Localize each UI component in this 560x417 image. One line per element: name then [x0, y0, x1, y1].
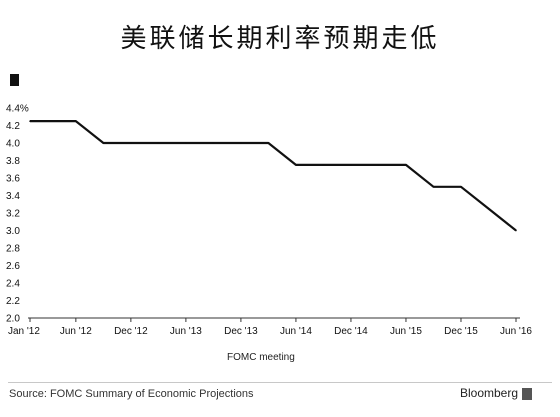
data-point: [487, 207, 490, 210]
data-point: [56, 120, 59, 122]
y-tick-label: 3.8: [6, 156, 20, 167]
series-group: [29, 119, 517, 232]
y-tick-label: 2.8: [6, 244, 20, 255]
legend-marker: [10, 74, 19, 86]
y-tick-label: 2.2: [6, 296, 20, 307]
y-tick-label: 3.6: [6, 174, 20, 185]
y-tick-label: 2.6: [6, 261, 20, 272]
y-tick-label: 2.0: [6, 314, 20, 325]
x-tick-label: Jun '13: [170, 326, 202, 337]
data-point: [515, 229, 517, 232]
data-point: [157, 142, 160, 144]
x-tick-label: Jun '12: [60, 326, 92, 337]
data-point: [350, 164, 352, 166]
data-point: [432, 185, 435, 188]
source-note: Source: FOMC Summary of Economic Project…: [9, 388, 254, 400]
data-point: [130, 142, 132, 144]
data-point: [295, 164, 297, 166]
y-axis-ticks: 2.0 2.2 2.4 2.6 2.8 3.0 3.2 3.4 3.6 3.8 4.0 4.2 4.4%: [6, 104, 29, 325]
data-point: [240, 142, 242, 144]
y-tick-label: 3.4: [6, 191, 20, 202]
bloomberg-logo-icon: [522, 388, 532, 400]
y-tick-label: 3.0: [6, 226, 20, 237]
brand-label: Bloomberg: [459, 386, 518, 400]
x-tick-label: Jun '14: [280, 326, 312, 337]
data-point: [102, 142, 105, 144]
chart-title: 美联储长期利率预期走低: [120, 24, 440, 54]
data-point: [212, 142, 215, 144]
x-tick-label: Dec '12: [114, 326, 148, 337]
data-point: [29, 120, 31, 122]
data-point: [75, 120, 77, 122]
x-tick-label: Jan '12: [8, 326, 40, 337]
x-tick-label: Jun '15: [390, 326, 422, 337]
x-tick-label: Dec '14: [334, 326, 368, 337]
y-tick-label: 3.2: [6, 209, 20, 220]
y-tick-label: 4.2: [6, 121, 20, 132]
x-axis-label: FOMC meeting: [227, 352, 295, 363]
data-point: [405, 164, 407, 166]
data-point: [460, 185, 462, 188]
data-point: [267, 142, 270, 144]
x-tick-label: Dec '13: [224, 326, 258, 337]
data-point: [185, 142, 187, 144]
x-axis-ticks: Jan '12 Jun '12 Dec '12 Jun '13 Dec '13 Jun '…: [8, 318, 532, 337]
y-tick-label: 4.0: [6, 139, 20, 150]
data-point: [322, 164, 325, 166]
x-tick-label: Dec '15: [444, 326, 478, 337]
y-tick-label: 4.4%: [6, 104, 29, 115]
data-point: [377, 164, 380, 166]
footer-divider: [8, 382, 552, 383]
x-tick-label: Jun '16: [500, 326, 532, 337]
y-tick-label: 2.4: [6, 279, 20, 290]
series-line: [30, 119, 517, 232]
